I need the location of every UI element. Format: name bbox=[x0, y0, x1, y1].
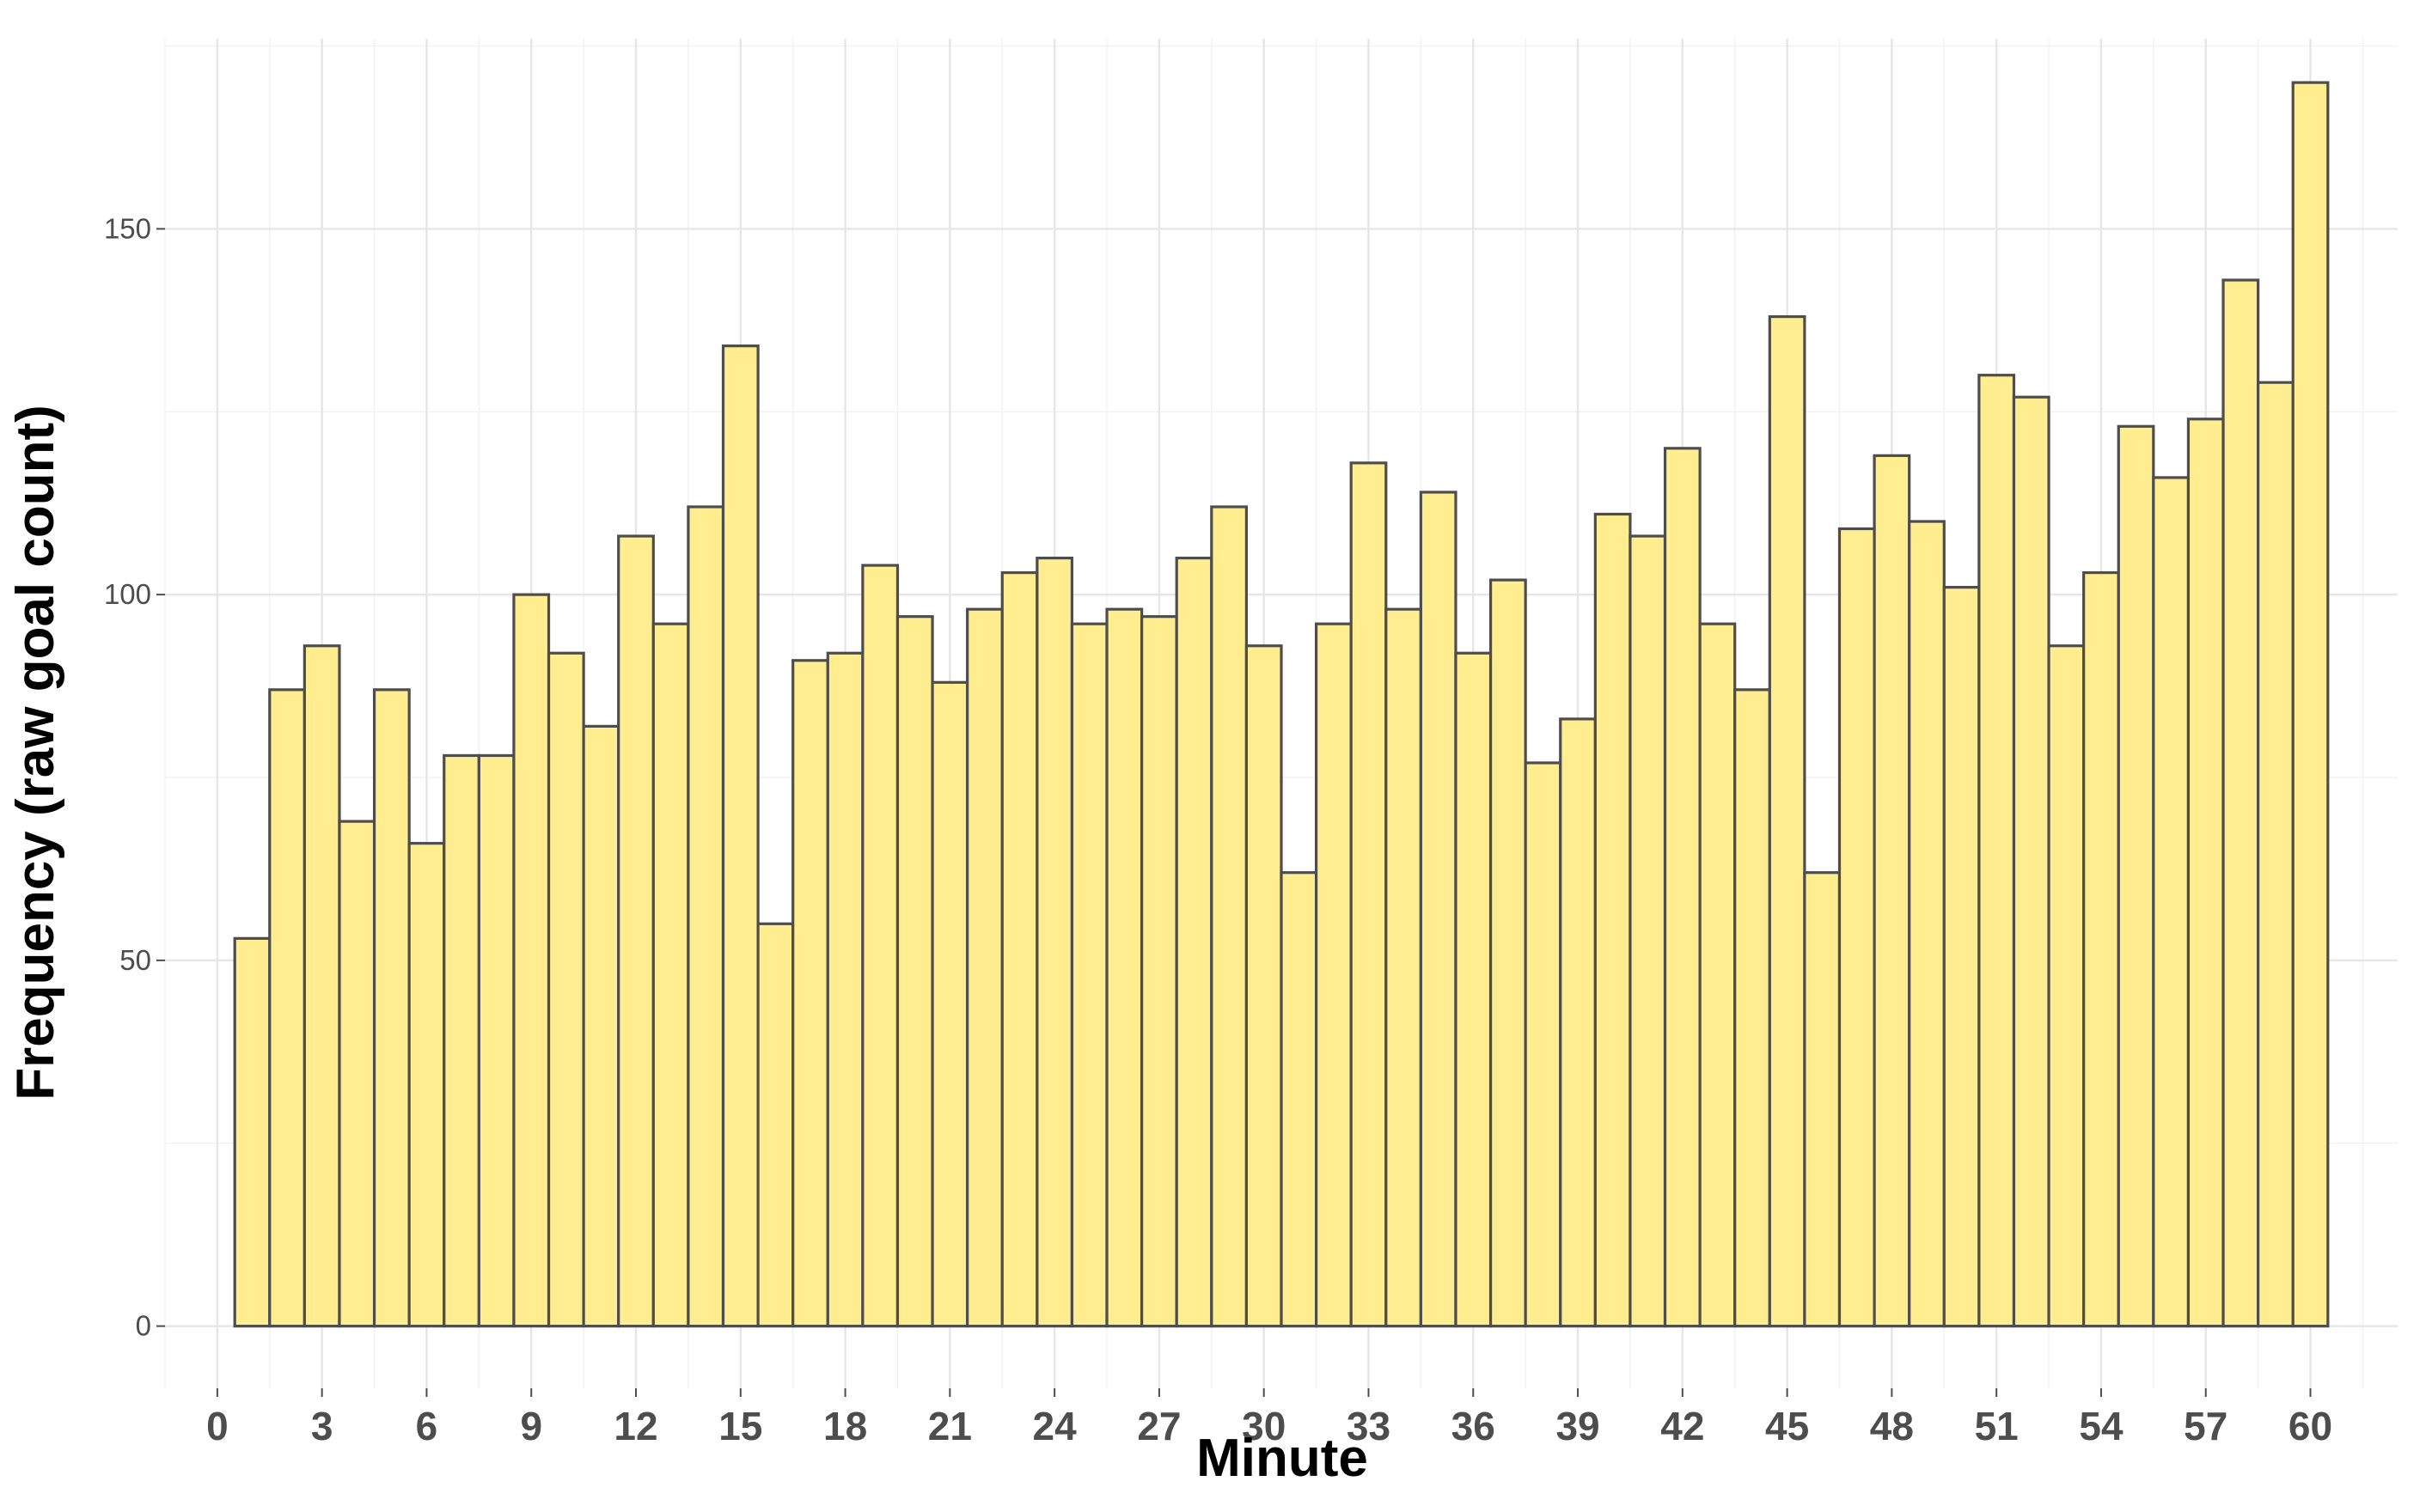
bar bbox=[1349, 461, 1388, 1328]
bar bbox=[791, 659, 829, 1328]
bar bbox=[1454, 651, 1493, 1328]
y-tick-label: 50 bbox=[119, 944, 151, 976]
x-tick-label: 45 bbox=[1765, 1404, 1809, 1448]
bar bbox=[1070, 622, 1109, 1328]
bar bbox=[756, 922, 795, 1328]
bars bbox=[233, 81, 2330, 1328]
bar bbox=[1488, 578, 1527, 1328]
x-tick-label: 24 bbox=[1033, 1404, 1078, 1448]
bar bbox=[1280, 871, 1318, 1328]
bar bbox=[617, 534, 655, 1328]
y-tick-label: 150 bbox=[104, 212, 151, 244]
x-tick-label: 48 bbox=[1870, 1404, 1914, 1448]
bar bbox=[547, 651, 585, 1328]
x-tick-label: 21 bbox=[928, 1404, 972, 1448]
bar bbox=[1593, 512, 1632, 1328]
bar bbox=[477, 753, 516, 1328]
bar bbox=[895, 615, 934, 1328]
bar bbox=[1105, 607, 1144, 1328]
bar bbox=[1908, 520, 1946, 1328]
bar bbox=[2082, 570, 2120, 1328]
bar bbox=[2012, 395, 2050, 1328]
x-tick-label: 18 bbox=[823, 1404, 867, 1448]
bar bbox=[1244, 644, 1283, 1328]
bar bbox=[1803, 871, 1842, 1328]
bar bbox=[651, 622, 690, 1328]
bar bbox=[1663, 447, 1702, 1328]
bar bbox=[407, 842, 446, 1328]
bar bbox=[1733, 688, 1771, 1328]
bar bbox=[721, 344, 760, 1328]
x-tick-label: 30 bbox=[1242, 1404, 1286, 1448]
bar bbox=[1629, 534, 1667, 1328]
x-tick-label: 27 bbox=[1137, 1404, 1181, 1448]
x-tick-label: 36 bbox=[1451, 1404, 1495, 1448]
x-tick-label: 15 bbox=[718, 1404, 762, 1448]
bar bbox=[2186, 418, 2225, 1328]
x-tick-label: 9 bbox=[520, 1404, 542, 1448]
bar bbox=[1942, 586, 1981, 1328]
bar bbox=[1140, 615, 1178, 1328]
bar bbox=[1559, 717, 1597, 1328]
bar bbox=[861, 564, 900, 1328]
bar bbox=[1419, 491, 1457, 1328]
bar bbox=[338, 820, 376, 1328]
bar bbox=[826, 651, 865, 1328]
bar bbox=[2047, 644, 2086, 1328]
bar bbox=[1314, 622, 1353, 1328]
bar bbox=[1036, 556, 1074, 1328]
bar bbox=[2152, 476, 2191, 1328]
bar bbox=[1837, 527, 1876, 1328]
bar bbox=[2291, 81, 2330, 1328]
x-axis-ticks: 0 3 6 9 12 15 18 21 24 27 30 33 36 39 42 45 48 51 54 57 60 bbox=[206, 1388, 2332, 1448]
bar bbox=[966, 607, 1004, 1328]
bar bbox=[1524, 761, 1562, 1328]
bar bbox=[687, 505, 725, 1328]
bar bbox=[302, 644, 341, 1328]
bar bbox=[2117, 424, 2155, 1328]
bar bbox=[1698, 622, 1737, 1328]
bar bbox=[1210, 505, 1249, 1328]
x-tick-label: 12 bbox=[614, 1404, 657, 1448]
x-tick-label: 54 bbox=[2079, 1404, 2124, 1448]
bar bbox=[1175, 556, 1213, 1328]
x-tick-label: 6 bbox=[416, 1404, 438, 1448]
y-tick-label: 100 bbox=[104, 578, 151, 610]
bar bbox=[1384, 607, 1422, 1328]
bar bbox=[512, 593, 551, 1328]
bar bbox=[2221, 278, 2260, 1328]
bar bbox=[931, 680, 969, 1328]
x-tick-label: 0 bbox=[206, 1404, 229, 1448]
bar bbox=[1873, 454, 1911, 1328]
bar bbox=[582, 724, 620, 1328]
y-axis-ticks: 0 50 100 150 bbox=[104, 212, 165, 1342]
bar bbox=[372, 688, 411, 1328]
y-axis-title: Frequency (raw goal count) bbox=[6, 405, 65, 1100]
bar bbox=[443, 753, 480, 1328]
bar bbox=[1977, 374, 2016, 1328]
bar bbox=[1768, 314, 1806, 1328]
y-tick-label: 0 bbox=[136, 1310, 151, 1342]
x-tick-label: 57 bbox=[2184, 1404, 2227, 1448]
x-tick-label: 33 bbox=[1347, 1404, 1390, 1448]
bar bbox=[2257, 381, 2295, 1328]
bar bbox=[233, 936, 272, 1328]
x-axis-title: Minute bbox=[1196, 1429, 1368, 1488]
x-tick-label: 60 bbox=[2289, 1404, 2332, 1448]
bar bbox=[268, 688, 306, 1328]
x-tick-label: 39 bbox=[1555, 1404, 1599, 1448]
x-tick-label: 3 bbox=[311, 1404, 333, 1448]
x-tick-label: 51 bbox=[1975, 1404, 2019, 1448]
bar bbox=[1000, 570, 1039, 1328]
x-tick-label: 42 bbox=[1660, 1404, 1704, 1448]
